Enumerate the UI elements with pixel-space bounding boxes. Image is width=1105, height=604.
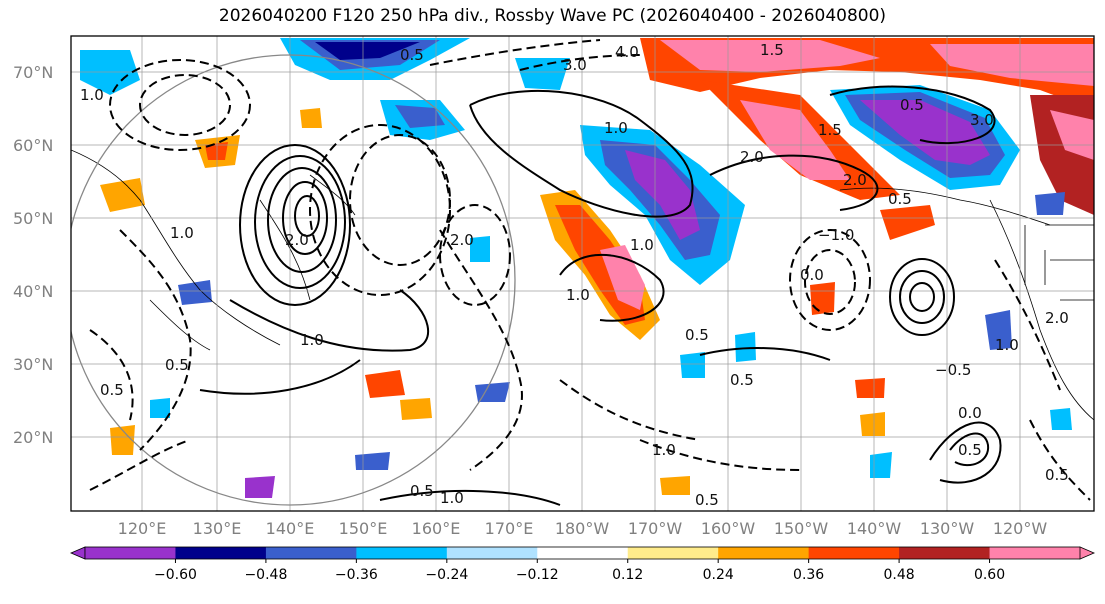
contour-label: 1.0 [630, 236, 654, 254]
contour-label: 1.0 [604, 119, 628, 137]
colorbar-tick-label: 0.24 [703, 567, 734, 583]
contour-label: 0.5 [1045, 466, 1069, 484]
colorbar-segment [175, 547, 267, 559]
colorbar-extend-high [1079, 546, 1096, 560]
contour-label: 2.0 [843, 171, 867, 189]
lon-label: 170°W [628, 519, 683, 538]
coastlines [71, 149, 1094, 421]
colorbar-tick-label: −0.36 [335, 567, 378, 583]
colorbar-tick-label: −0.48 [244, 567, 287, 583]
contour-label: −0.5 [935, 361, 971, 379]
contour-label: 1.0 [566, 286, 590, 304]
contour-label: 0.5 [730, 371, 754, 389]
contour-label: 0.5 [695, 491, 719, 509]
contour-label: 1.0 [652, 441, 676, 459]
contour-label: 1.0 [80, 86, 104, 104]
contour-label: 3.0 [563, 56, 587, 74]
lat-label: 70°N [13, 63, 53, 82]
colorbar-segment [85, 547, 176, 559]
latitude-labels: 70°N 60°N 50°N 40°N 30°N 20°N [13, 63, 53, 447]
contour-label: 1.0 [995, 336, 1019, 354]
lon-label: 120°E [118, 519, 167, 538]
solid-contours [199, 85, 1002, 506]
lon-label: 120°W [993, 519, 1048, 538]
colorbar-tick-label: −0.60 [154, 567, 197, 583]
contour-label: 0.5 [685, 326, 709, 344]
lat-label: 20°N [13, 428, 53, 447]
colorbar-tick-label: −0.12 [516, 567, 559, 583]
colorbar-segment [627, 547, 719, 559]
contour-label: 0.5 [400, 46, 424, 64]
contour-label: 0.5 [165, 356, 189, 374]
contour-label: 2.0 [285, 231, 309, 249]
contour-label: 0.0 [800, 266, 824, 284]
lon-label: 160°E [412, 519, 461, 538]
gridlines [71, 36, 1094, 511]
map-title: 2026040200 F120 250 hPa div., Rossby Wav… [218, 6, 887, 26]
lon-label: 170°E [485, 519, 534, 538]
lon-label: 140°E [266, 519, 315, 538]
map-frame [70, 35, 1095, 512]
colorbar-segment [989, 547, 1081, 559]
contour-label: 1.0 [440, 489, 464, 507]
colorbar-extend-low [69, 546, 86, 560]
contour-labels: 4.0 3.0 2.0 1.0 1.0 1.0 1.0 1.0 1.0 0.5 … [80, 41, 1069, 509]
colorbar-tick-label: 0.36 [793, 567, 824, 583]
lat-label: 40°N [13, 282, 53, 301]
contour-label: −1.0 [818, 226, 854, 244]
colorbar-segment [808, 547, 900, 559]
contour-label: 0.5 [100, 381, 124, 399]
colorbar-tick-label: 0.48 [884, 567, 915, 583]
contour-label: 1.5 [760, 41, 784, 59]
lon-label: 180°W [555, 519, 610, 538]
contour-label: 2.0 [740, 148, 764, 166]
contour-label: 1.5 [818, 121, 842, 139]
contour-label: 0.5 [958, 441, 982, 459]
contour-label: 3.0 [970, 111, 994, 129]
longitude-labels: 120°E 130°E 140°E 150°E 160°E 170°E 180°… [118, 519, 1048, 538]
colorbar-segment [537, 547, 629, 559]
colorbar-segment [265, 547, 357, 559]
colorbar-segment [446, 547, 538, 559]
colorbar-segment [356, 547, 448, 559]
colorbar: −0.60 −0.48 −0.36 −0.24 −0.12 0.12 0.24 0.36 0.4… [69, 546, 1096, 583]
colorbar-frame [84, 546, 1081, 560]
colorbar-tick-label: 0.60 [974, 567, 1005, 583]
dashed-contours [89, 39, 1091, 501]
divergence-shading [80, 38, 1094, 498]
lon-label: 140°W [847, 519, 902, 538]
contour-label: 2.0 [450, 231, 474, 249]
colorbar-segment [899, 547, 991, 559]
colorbar-tick-label: −0.24 [425, 567, 468, 583]
contour-label: 0.5 [900, 96, 924, 114]
contour-label: 0.5 [410, 482, 434, 500]
lon-label: 160°W [701, 519, 756, 538]
colorbar-tick-label: 0.12 [612, 567, 643, 583]
lat-label: 50°N [13, 209, 53, 228]
range-circle [71, 54, 516, 506]
lon-label: 130°W [920, 519, 975, 538]
contour-label: 2.0 [1045, 309, 1069, 327]
contour-label: 4.0 [615, 43, 639, 61]
lon-label: 150°W [774, 519, 829, 538]
lon-label: 130°E [193, 519, 242, 538]
lat-label: 30°N [13, 355, 53, 374]
lat-label: 60°N [13, 136, 53, 155]
contour-label: 0.0 [958, 404, 982, 422]
contour-label: 0.5 [888, 190, 912, 208]
colorbar-segment [718, 547, 810, 559]
contour-label: 1.0 [170, 224, 194, 242]
contour-label: 1.0 [300, 331, 324, 349]
lon-label: 150°E [339, 519, 388, 538]
